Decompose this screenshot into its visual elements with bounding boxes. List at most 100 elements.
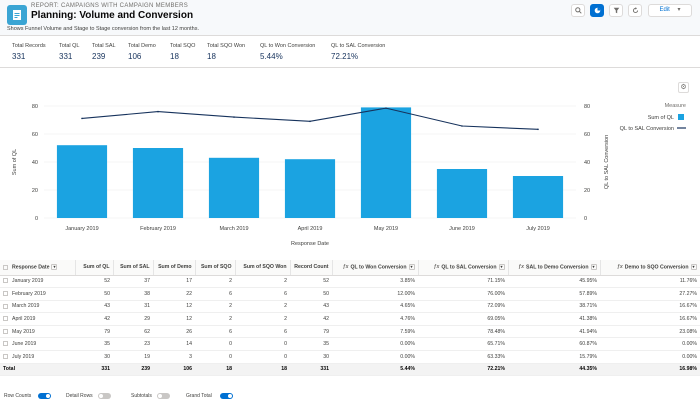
bar <box>132 148 184 218</box>
column-header[interactable]: ƒx QL to Won Conversion ▾ <box>332 260 419 276</box>
table-cell: 16.67% <box>600 312 700 326</box>
x-tick-label: May 2019 <box>374 226 398 232</box>
row-checkbox[interactable] <box>3 316 8 322</box>
edit-button[interactable]: Edit ▾ <box>648 4 692 17</box>
line-point <box>157 110 159 113</box>
table-cell: 2 <box>195 300 235 314</box>
row-checkbox[interactable] <box>3 328 8 334</box>
column-header[interactable]: Record Count <box>290 260 333 276</box>
table-cell: 3 <box>153 350 195 364</box>
column-header[interactable]: ƒx SAL to Demo Conversion ▾ <box>508 260 601 276</box>
kpi-total-demo: Total Demo 106 <box>128 43 156 61</box>
table-row: January 2019 52 37 17 2 2 52 3.85% 71.15% 45.95% 1… <box>0 275 700 289</box>
table-cell: 52 <box>75 275 113 289</box>
line-point <box>385 107 387 109</box>
table-cell: 79 <box>290 325 332 339</box>
chart-settings-button[interactable]: ⚙ <box>678 82 689 93</box>
table-cell: 0.00% <box>600 350 700 364</box>
chevron-down-icon[interactable]: ▾ <box>590 264 597 271</box>
table-cell: 79 <box>75 325 113 339</box>
table-row: July 2019 30 19 3 0 0 30 0.00% 63.33% 15.79% 0.00% <box>0 350 700 364</box>
report-icon <box>7 5 27 25</box>
table-cell: 0.00% <box>332 350 418 364</box>
legend-label-sum-of-ql: Sum of QL <box>648 115 674 121</box>
x-tick-label: June 2019 <box>449 226 475 232</box>
table-cell: 63.33% <box>418 350 508 364</box>
table-cell: 19 <box>113 350 153 364</box>
table-cell: 23.08% <box>600 325 700 339</box>
column-header[interactable]: Sum of SAL <box>113 260 154 276</box>
table-cell: 41.94% <box>508 325 600 339</box>
total-cell: Total <box>0 363 75 377</box>
column-header[interactable]: ƒx Demo to SQO Conversion ▾ <box>600 260 700 276</box>
table-row: February 2019 50 38 22 6 6 50 12.00% 76.00% 57.89… <box>0 287 700 301</box>
refresh-button[interactable] <box>628 4 642 17</box>
row-checkbox[interactable] <box>3 291 8 297</box>
column-header[interactable]: Sum of Demo <box>153 260 196 276</box>
table-row: March 2019 43 31 12 2 2 43 4.65% 72.09% 38.71% 16.… <box>0 300 700 314</box>
bar <box>208 157 260 218</box>
line-point <box>461 125 463 127</box>
total-cell: 331 <box>75 363 113 377</box>
report-table: Response Date ▾ Sum of QL Sum of SAL Sum of … <box>0 260 700 377</box>
column-header[interactable]: Sum of SQO <box>195 260 236 276</box>
formula-icon: ƒx <box>342 264 349 271</box>
y2-tick-label: 80 <box>584 104 590 110</box>
bar <box>436 169 488 218</box>
y-tick-label: 80 <box>32 104 38 110</box>
row-checkbox[interactable] <box>3 341 8 347</box>
grand-total-toggle[interactable] <box>220 393 233 399</box>
table-cell: 2 <box>195 312 235 326</box>
total-cell: 239 <box>113 363 153 377</box>
total-cell: 106 <box>153 363 195 377</box>
row-checkbox[interactable] <box>3 278 8 284</box>
table-cell: 41.38% <box>508 312 600 326</box>
column-header[interactable]: Sum of SQO Won <box>235 260 291 276</box>
kpi-ql-to-won: QL to Won Conversion 5.44% <box>260 43 316 61</box>
kpi-total-records: Total Records 331 <box>12 43 46 61</box>
row-checkbox[interactable] <box>3 353 8 359</box>
bar <box>56 145 108 218</box>
table-cell: 2 <box>235 312 290 326</box>
filter-button[interactable] <box>609 4 623 17</box>
total-cell: 331 <box>290 363 332 377</box>
column-header[interactable]: Response Date ▾ <box>0 260 76 276</box>
chart-toggle-button[interactable] <box>590 4 604 17</box>
formula-icon: ƒx <box>518 264 525 271</box>
bar <box>284 159 336 218</box>
table-cell: 12 <box>153 300 195 314</box>
chevron-down-icon[interactable]: ▾ <box>690 264 697 271</box>
table-cell: 30 <box>75 350 113 364</box>
total-cell: 18 <box>235 363 290 377</box>
table-cell: 0.00% <box>600 337 700 352</box>
y-axis-label: Sum of QL <box>12 149 18 175</box>
column-header[interactable]: ƒx QL to SAL Conversion ▾ <box>418 260 509 276</box>
table-cell: July 2019 <box>0 350 75 364</box>
table-cell: 7.59% <box>332 325 418 339</box>
table-cell: 12 <box>153 312 195 326</box>
table-cell: 6 <box>235 287 290 301</box>
row-counts-toggle[interactable] <box>38 393 51 399</box>
search-button[interactable] <box>571 4 585 17</box>
chevron-down-icon[interactable]: ▾ <box>408 264 415 271</box>
bar <box>360 107 412 218</box>
row-checkbox[interactable] <box>3 303 8 309</box>
combo-chart: 0 20 40 60 80 0 20 40 60 80 January 2019 February 2… <box>12 103 686 247</box>
x-tick-label: January 2019 <box>65 226 98 232</box>
y-tick-label: 0 <box>35 216 38 222</box>
x-tick-label: July 2019 <box>526 226 550 232</box>
y-tick-label: 40 <box>32 160 38 166</box>
row-counts-label: Row Counts <box>4 393 32 399</box>
chevron-down-icon[interactable]: ▾ <box>498 264 505 271</box>
table-cell: 6 <box>235 325 290 339</box>
table-cell: 27.27% <box>600 287 700 301</box>
chevron-down-icon[interactable]: ▾ <box>51 264 58 271</box>
legend-label-conversion: QL to SAL Conversion <box>620 126 674 132</box>
subtotals-toggle[interactable] <box>157 393 170 399</box>
table-cell: 0 <box>195 337 235 352</box>
kpi-total-sal: Total SAL 239 <box>92 43 116 61</box>
select-all-checkbox[interactable] <box>3 264 8 270</box>
detail-rows-toggle[interactable] <box>98 393 111 399</box>
column-header[interactable]: Sum of QL <box>75 260 114 276</box>
line-point <box>309 120 311 123</box>
